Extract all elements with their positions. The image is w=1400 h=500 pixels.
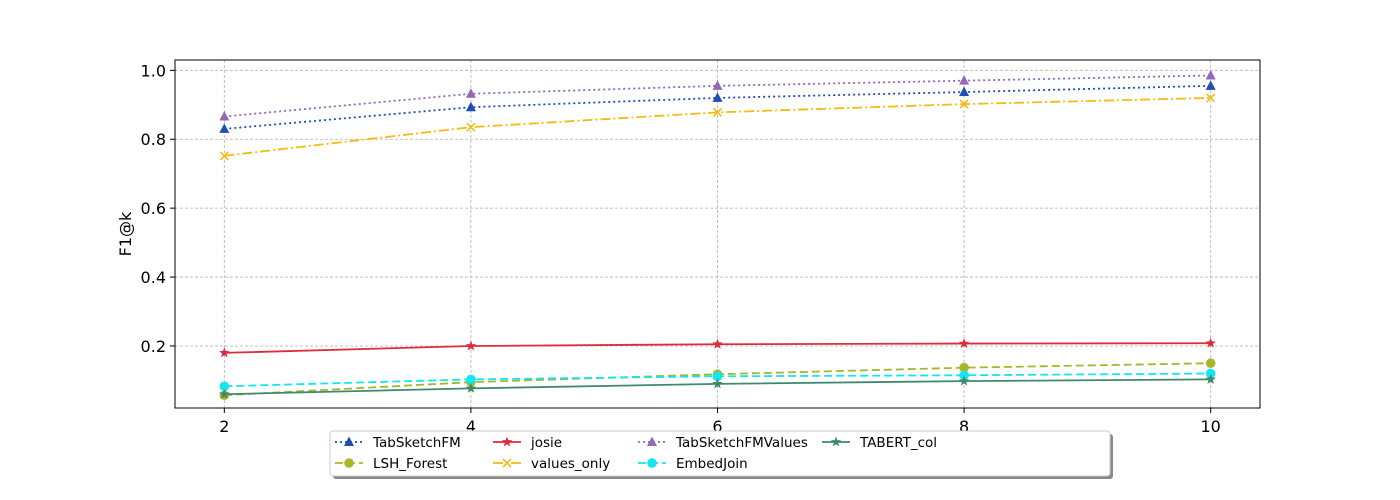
data-point [465,382,477,393]
data-point [958,375,970,386]
data-point [959,86,970,97]
data-point [712,338,723,349]
data-point [712,371,723,382]
data-point [959,75,970,85]
legend-label: TabSketchFM [372,435,461,451]
legend-marker [647,458,657,468]
data-point [712,378,723,389]
series-layer [219,70,1216,401]
data-point [959,362,969,373]
data-point [466,374,476,385]
legend: TabSketchFM LSH_Forest josie values_only Tab… [329,430,1113,479]
y-tick-label: 0.6 [141,199,166,218]
data-point [959,99,969,109]
data-point [465,88,476,98]
data-point [1205,80,1216,90]
y-tick-label: 0.4 [141,268,166,287]
data-point [959,370,969,381]
legend-marker [501,436,513,447]
legend-label: josie [530,435,562,451]
data-point [219,151,229,161]
series-values-only [219,93,1216,161]
data-point [1205,373,1216,384]
legend-label: TABERT_col [859,435,937,451]
legend-label: TabSketchFMValues [675,435,808,451]
y-tick-label: 0.2 [141,337,166,356]
legend-marker [830,436,842,447]
legend-label: LSH_Forest [373,456,447,472]
legend-marker [344,458,354,468]
data-point [1205,70,1216,80]
data-point [219,123,230,133]
data-point [712,80,723,90]
legend-item: josie [493,435,562,451]
data-point [1205,358,1216,369]
legend-marker [647,436,657,446]
legend-item: EmbedJoin [638,456,748,472]
x-tick-label: 6 [712,417,722,436]
y-axis-label: F1@k [116,211,135,256]
series-line [224,84,1211,130]
series-tabsketchfm [219,80,1216,133]
legend-item: TabSketchFMValues [638,435,808,451]
data-point [1206,93,1216,103]
legend-label: EmbedJoin [676,456,748,472]
data-point [465,101,476,112]
y-tick-label: 1.0 [141,61,166,80]
legend-item: LSH_Forest [335,456,447,472]
x-tick-label: 10 [1201,417,1221,436]
legend-item: values_only [493,456,610,472]
data-point [219,111,230,121]
data-point [219,388,230,399]
legend-box [329,430,1111,477]
data-point [219,347,230,358]
data-point [465,340,477,351]
x-tick-label: 4 [466,417,476,436]
legend-marker [502,458,512,468]
legend-item: TABERT_col [822,435,937,451]
series-josie [219,337,1216,358]
data-point [1205,368,1216,379]
series-tabert-col [219,373,1216,399]
data-point [712,107,723,117]
x-tick-label: 8 [959,417,969,436]
data-point [712,92,723,102]
x-tick-label: 2 [219,417,229,436]
legend-label: values_only [531,456,610,472]
legend-marker [344,436,354,446]
data-point [219,381,230,392]
legend-item: TabSketchFM [335,435,461,451]
series-embedjoin [219,368,1216,392]
data-point [1205,337,1216,348]
series-line [224,74,1211,118]
series-tabsketchfmvalues [219,70,1216,121]
axes: 2 4 6 8 10 0.2 0.4 0.6 0.8 1.0 [141,61,1221,436]
data-point [958,338,970,349]
data-point [466,122,476,132]
y-tick-label: 0.8 [141,130,166,149]
